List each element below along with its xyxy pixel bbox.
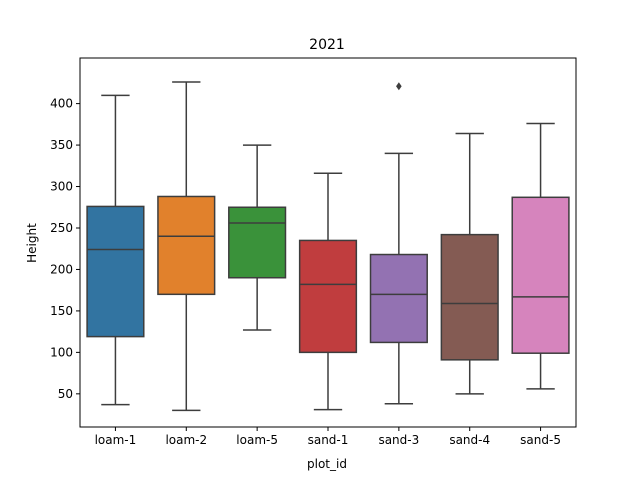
box-loam-2	[157, 81, 216, 412]
x-tick-label: loam-5	[236, 433, 278, 447]
x-tick-label: loam-2	[165, 433, 207, 447]
x-axis-label: plot_id	[307, 457, 347, 471]
iqr-box	[511, 196, 570, 354]
iqr-box	[228, 206, 287, 279]
y-tick-label: 300	[50, 180, 73, 194]
box-loam-1	[86, 94, 145, 406]
outlier-point	[396, 82, 402, 91]
iqr-box	[369, 253, 428, 344]
x-tick-label: sand-4	[449, 433, 490, 447]
y-tick-label: 400	[50, 97, 73, 111]
x-tick-label: sand-3	[378, 433, 419, 447]
y-tick-label: 150	[50, 304, 73, 318]
iqr-box	[86, 205, 145, 338]
box-loam-5	[228, 144, 287, 331]
y-tick-label: 200	[50, 262, 73, 276]
x-axis: loam-1 loam-2 loam-5 sand-1 sand-3 sand-4 sand…	[95, 427, 561, 447]
y-axis: 50 100 150 200 250 300 350 400	[50, 97, 80, 401]
plot-area	[79, 57, 577, 428]
y-tick-label: 100	[50, 345, 73, 359]
x-tick-label: loam-1	[95, 433, 137, 447]
box-sand-3	[369, 82, 428, 405]
iqr-box	[157, 195, 216, 296]
box-sand-5	[511, 122, 570, 390]
x-tick-label: sand-1	[308, 433, 349, 447]
iqr-box	[298, 239, 358, 354]
y-tick-label: 250	[50, 221, 73, 235]
y-tick-label: 350	[50, 138, 73, 152]
iqr-box	[440, 233, 499, 361]
y-tick-label: 50	[58, 387, 73, 401]
x-tick-label: sand-5	[520, 433, 561, 447]
chart-title: 2021	[309, 37, 345, 53]
y-axis-label: Height	[25, 223, 39, 263]
box-sand-1	[298, 172, 358, 411]
box-sand-4	[440, 132, 499, 395]
